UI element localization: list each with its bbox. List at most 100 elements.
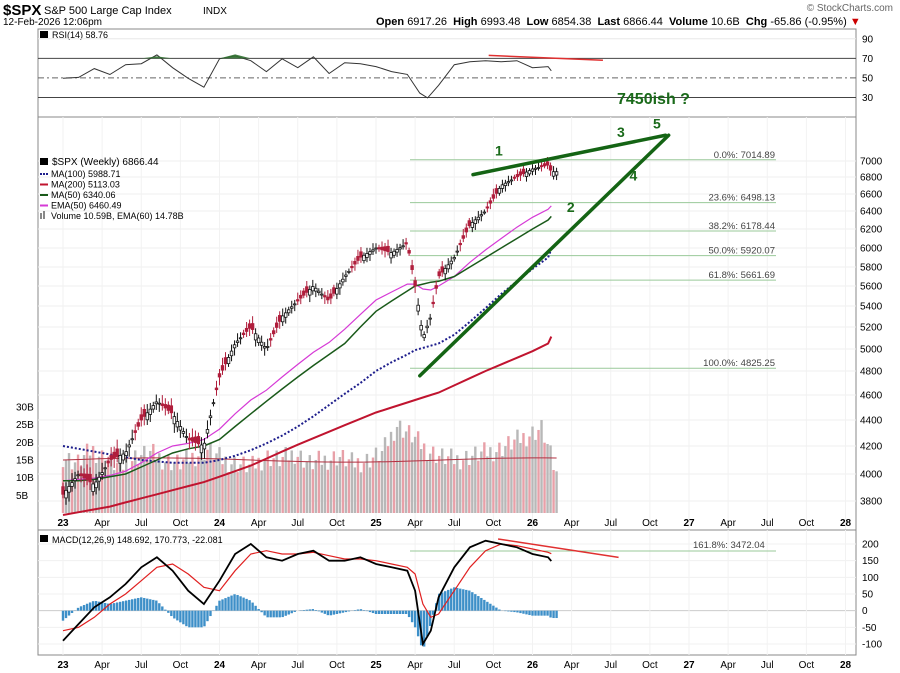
price-candle (434, 285, 438, 289)
volume-bar (200, 446, 203, 513)
volume-bar (347, 459, 351, 513)
price-candle (428, 317, 432, 320)
macd-hist-bar (272, 610, 275, 618)
legend-label: MA(50) 6340.06 (51, 190, 116, 200)
volume-bar (326, 469, 330, 513)
macd-hist-bar (194, 610, 197, 628)
price-candle (317, 290, 321, 293)
price-candle (250, 323, 255, 330)
macd-hist-bar (230, 595, 233, 611)
fib-label: 38.2%: 6178.44 (708, 221, 775, 232)
rsi-frame (37, 28, 857, 118)
price-candle (97, 476, 101, 482)
rsi-axis: 90 70 50 30 (862, 34, 874, 104)
price-candle (494, 188, 499, 194)
macd-fib-label: 161.8%: 3472.04 (693, 540, 765, 551)
price-candle (521, 168, 526, 175)
volume-bar (459, 469, 462, 513)
macd-hist-bar (495, 607, 498, 611)
price-candle (545, 161, 550, 166)
price-candle (127, 444, 131, 448)
x-tick-label: Jul (291, 518, 304, 529)
macd-hist-bar (431, 610, 435, 615)
wave-labels: 1 2 3 4 5 (495, 116, 661, 215)
macd-panel: 200 150 100 50 0 -50 -100 161.8%: 3472.04 MACD… (37, 529, 882, 656)
rsi-tick-label: 70 (862, 54, 874, 65)
macd-hist-bar (308, 609, 311, 611)
x-tick-label: 23 (57, 660, 69, 671)
x-tick-label: Apr (94, 518, 110, 529)
macd-tick-label: 0 (862, 606, 868, 617)
volume-bar (516, 429, 519, 513)
price-candle (452, 257, 456, 260)
macd-hist-bar (335, 610, 339, 614)
price-candle (190, 437, 195, 442)
macd-hist-bar (410, 610, 414, 623)
target-annotation: 7450ish ? (617, 91, 690, 108)
macd-hist-bar (239, 596, 242, 611)
macd-hist-bar (428, 610, 432, 627)
price-tick-label: 5000 (860, 345, 883, 356)
macd-hist-bar (182, 610, 185, 625)
volume-bar (179, 469, 182, 513)
macd-hist-bar (462, 589, 465, 611)
x-tick-label: 25 (370, 518, 382, 529)
macd-tick-label: 50 (862, 590, 874, 601)
macd-hist-bar (146, 598, 149, 611)
volume-bar (125, 459, 128, 513)
volume-bar (134, 450, 137, 513)
price-candle (73, 478, 77, 481)
price-candle (455, 250, 459, 253)
price-candle (332, 287, 336, 294)
volume-bar (377, 460, 381, 513)
price-tick-label: 5800 (860, 263, 883, 274)
volume-tick-label: 10B (16, 473, 34, 484)
fib-label: 100.0%: 4825.25 (703, 358, 775, 369)
macd-hist-bar (76, 607, 80, 611)
price-candle (371, 249, 375, 252)
macd-hist-bar (263, 610, 266, 616)
chg-value: -65.86 (-0.95%) (770, 16, 847, 28)
volume-bar (158, 453, 161, 513)
macd-hist-bar (401, 610, 405, 614)
macd-hist-bar (131, 599, 134, 611)
x-tick-label: Jul (135, 518, 148, 529)
price-candle (446, 264, 450, 270)
price-candle (265, 346, 270, 348)
volume-bar (428, 453, 432, 513)
price-candle (482, 211, 487, 214)
rsi-overbought-fill (141, 54, 251, 59)
macd-hist-bar (543, 610, 546, 616)
price-candle (109, 455, 113, 460)
volume-bar (510, 449, 513, 513)
volume-bar (528, 436, 531, 513)
price-candle (440, 266, 444, 273)
macd-hist-bar (103, 602, 107, 611)
macd-hist-bar (215, 605, 218, 611)
volume-bar (341, 450, 345, 513)
macd-hist-bar (362, 610, 366, 611)
macd-hist-bar (422, 610, 426, 647)
macd-hist-bar (516, 610, 519, 613)
price-candle (443, 268, 447, 275)
volume-bar (317, 450, 321, 513)
volume-bar (359, 472, 363, 513)
price-candle (247, 323, 252, 329)
macd-hist-bar (233, 594, 236, 611)
rsi-divergence-line (488, 54, 603, 62)
price-candle (139, 414, 143, 421)
price-candle (211, 402, 216, 405)
macd-hist-bar (338, 610, 342, 614)
volume-bar (137, 464, 140, 513)
volume-bar (191, 452, 194, 513)
volume-ema-line (62, 457, 557, 463)
volume-bar (501, 456, 504, 513)
macd-tick-label: 100 (862, 573, 879, 584)
macd-hist-bar (371, 610, 375, 614)
macd-hist-bar (332, 610, 336, 615)
macd-hist-bar (359, 609, 363, 611)
volume-bar (350, 452, 354, 513)
price-candle (256, 337, 261, 344)
price-candle (142, 408, 146, 417)
volume-bar (79, 466, 83, 513)
